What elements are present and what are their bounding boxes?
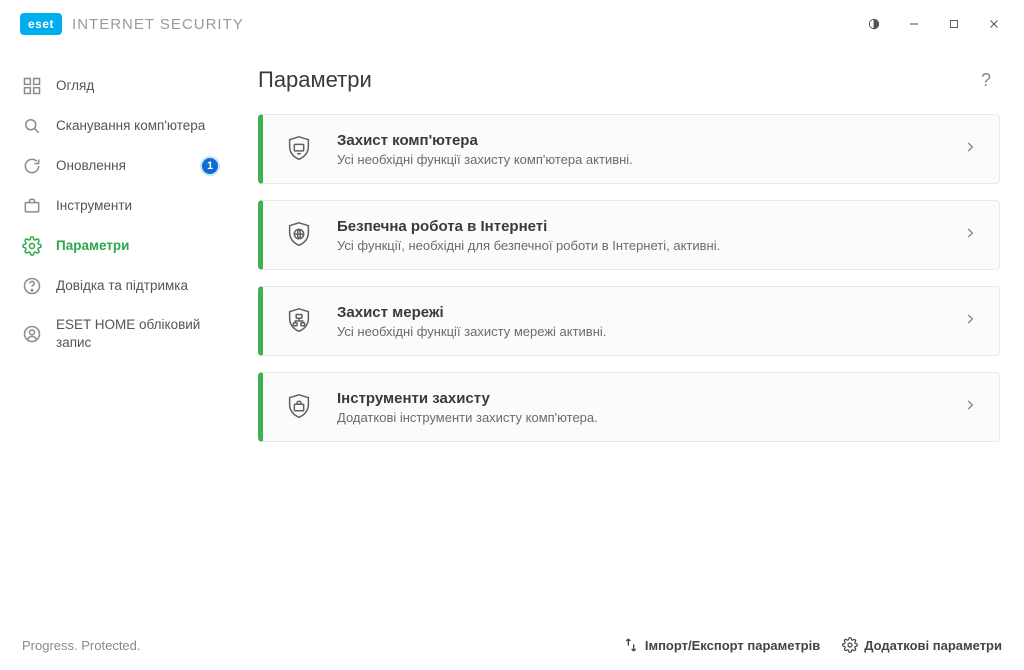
card-title: Захист мережі [337, 304, 943, 321]
sidebar-item-help[interactable]: Довідка та підтримка [0, 266, 240, 306]
overview-icon [22, 76, 42, 96]
sidebar-item-label: Сканування комп'ютера [56, 117, 220, 135]
chevron-right-icon [963, 398, 977, 417]
shield-briefcase-icon [281, 389, 317, 425]
chevron-right-icon [963, 140, 977, 159]
product-name: INTERNET SECURITY [72, 16, 244, 33]
update-badge: 1 [200, 156, 220, 176]
card-subtitle: Усі функції, необхідні для безпечної роб… [337, 238, 943, 253]
maximize-button[interactable] [936, 8, 972, 40]
scan-icon [22, 116, 42, 136]
shield-monitor-icon [281, 131, 317, 167]
window-controls [856, 8, 1012, 40]
import-export-label: Імпорт/Експорт параметрів [645, 638, 820, 653]
page-title: Параметри [258, 67, 372, 93]
sidebar-item-tools[interactable]: Інструменти [0, 186, 240, 226]
tools-icon [22, 196, 42, 216]
sidebar-item-label: ESET HOME обліковий запис [56, 316, 220, 351]
card-network-protection[interactable]: Захист мережі Усі необхідні функції захи… [258, 286, 1000, 356]
card-subtitle: Додаткові інструменти захисту комп'ютера… [337, 410, 943, 425]
chevron-right-icon [963, 226, 977, 245]
footer-tagline: Progress. Protected. [22, 638, 141, 653]
sidebar-item-label: Інструменти [56, 197, 220, 215]
main-panel: Параметри ? Захист комп'ютера Усі необхі… [240, 48, 1024, 630]
theme-toggle-icon[interactable] [856, 8, 892, 40]
footer: Progress. Protected. Імпорт/Експорт пара… [0, 630, 1024, 670]
sidebar-item-label: Довідка та підтримка [56, 277, 220, 295]
sidebar-item-label: Параметри [56, 237, 220, 255]
card-subtitle: Усі необхідні функції захисту комп'ютера… [337, 152, 943, 167]
advanced-setup-label: Додаткові параметри [864, 638, 1002, 653]
import-export-link[interactable]: Імпорт/Експорт параметрів [623, 637, 820, 653]
update-icon [22, 156, 42, 176]
gear-icon [22, 236, 42, 256]
titlebar: eset INTERNET SECURITY [0, 0, 1024, 48]
shield-network-icon [281, 303, 317, 339]
sidebar-item-update[interactable]: Оновлення 1 [0, 146, 240, 186]
sidebar-item-setup[interactable]: Параметри [0, 226, 240, 266]
gear-icon [842, 637, 858, 653]
page-help-button[interactable]: ? [972, 66, 1000, 94]
card-subtitle: Усі необхідні функції захисту мережі акт… [337, 324, 943, 339]
chevron-right-icon [963, 312, 977, 331]
shield-globe-icon [281, 217, 317, 253]
card-security-tools[interactable]: Інструменти захисту Додаткові інструмент… [258, 372, 1000, 442]
page-header: Параметри ? [258, 66, 1000, 94]
sidebar-item-account[interactable]: ESET HOME обліковий запис [0, 306, 240, 361]
sidebar-item-scan[interactable]: Сканування комп'ютера [0, 106, 240, 146]
sidebar-item-label: Оновлення [56, 157, 186, 175]
card-title: Інструменти захисту [337, 390, 943, 407]
help-icon [22, 276, 42, 296]
import-export-icon [623, 637, 639, 653]
minimize-button[interactable] [896, 8, 932, 40]
card-computer-protection[interactable]: Захист комп'ютера Усі необхідні функції … [258, 114, 1000, 184]
brand-logo: eset [20, 13, 62, 35]
card-title: Безпечна робота в Інтернеті [337, 218, 943, 235]
sidebar: Огляд Сканування комп'ютера Оновлення 1 … [0, 48, 240, 630]
close-button[interactable] [976, 8, 1012, 40]
advanced-setup-link[interactable]: Додаткові параметри [842, 637, 1002, 653]
card-internet-protection[interactable]: Безпечна робота в Інтернеті Усі функції,… [258, 200, 1000, 270]
card-title: Захист комп'ютера [337, 132, 943, 149]
sidebar-item-label: Огляд [56, 77, 220, 95]
sidebar-item-overview[interactable]: Огляд [0, 66, 240, 106]
setup-cards: Захист комп'ютера Усі необхідні функції … [258, 114, 1000, 442]
account-icon [22, 324, 42, 344]
